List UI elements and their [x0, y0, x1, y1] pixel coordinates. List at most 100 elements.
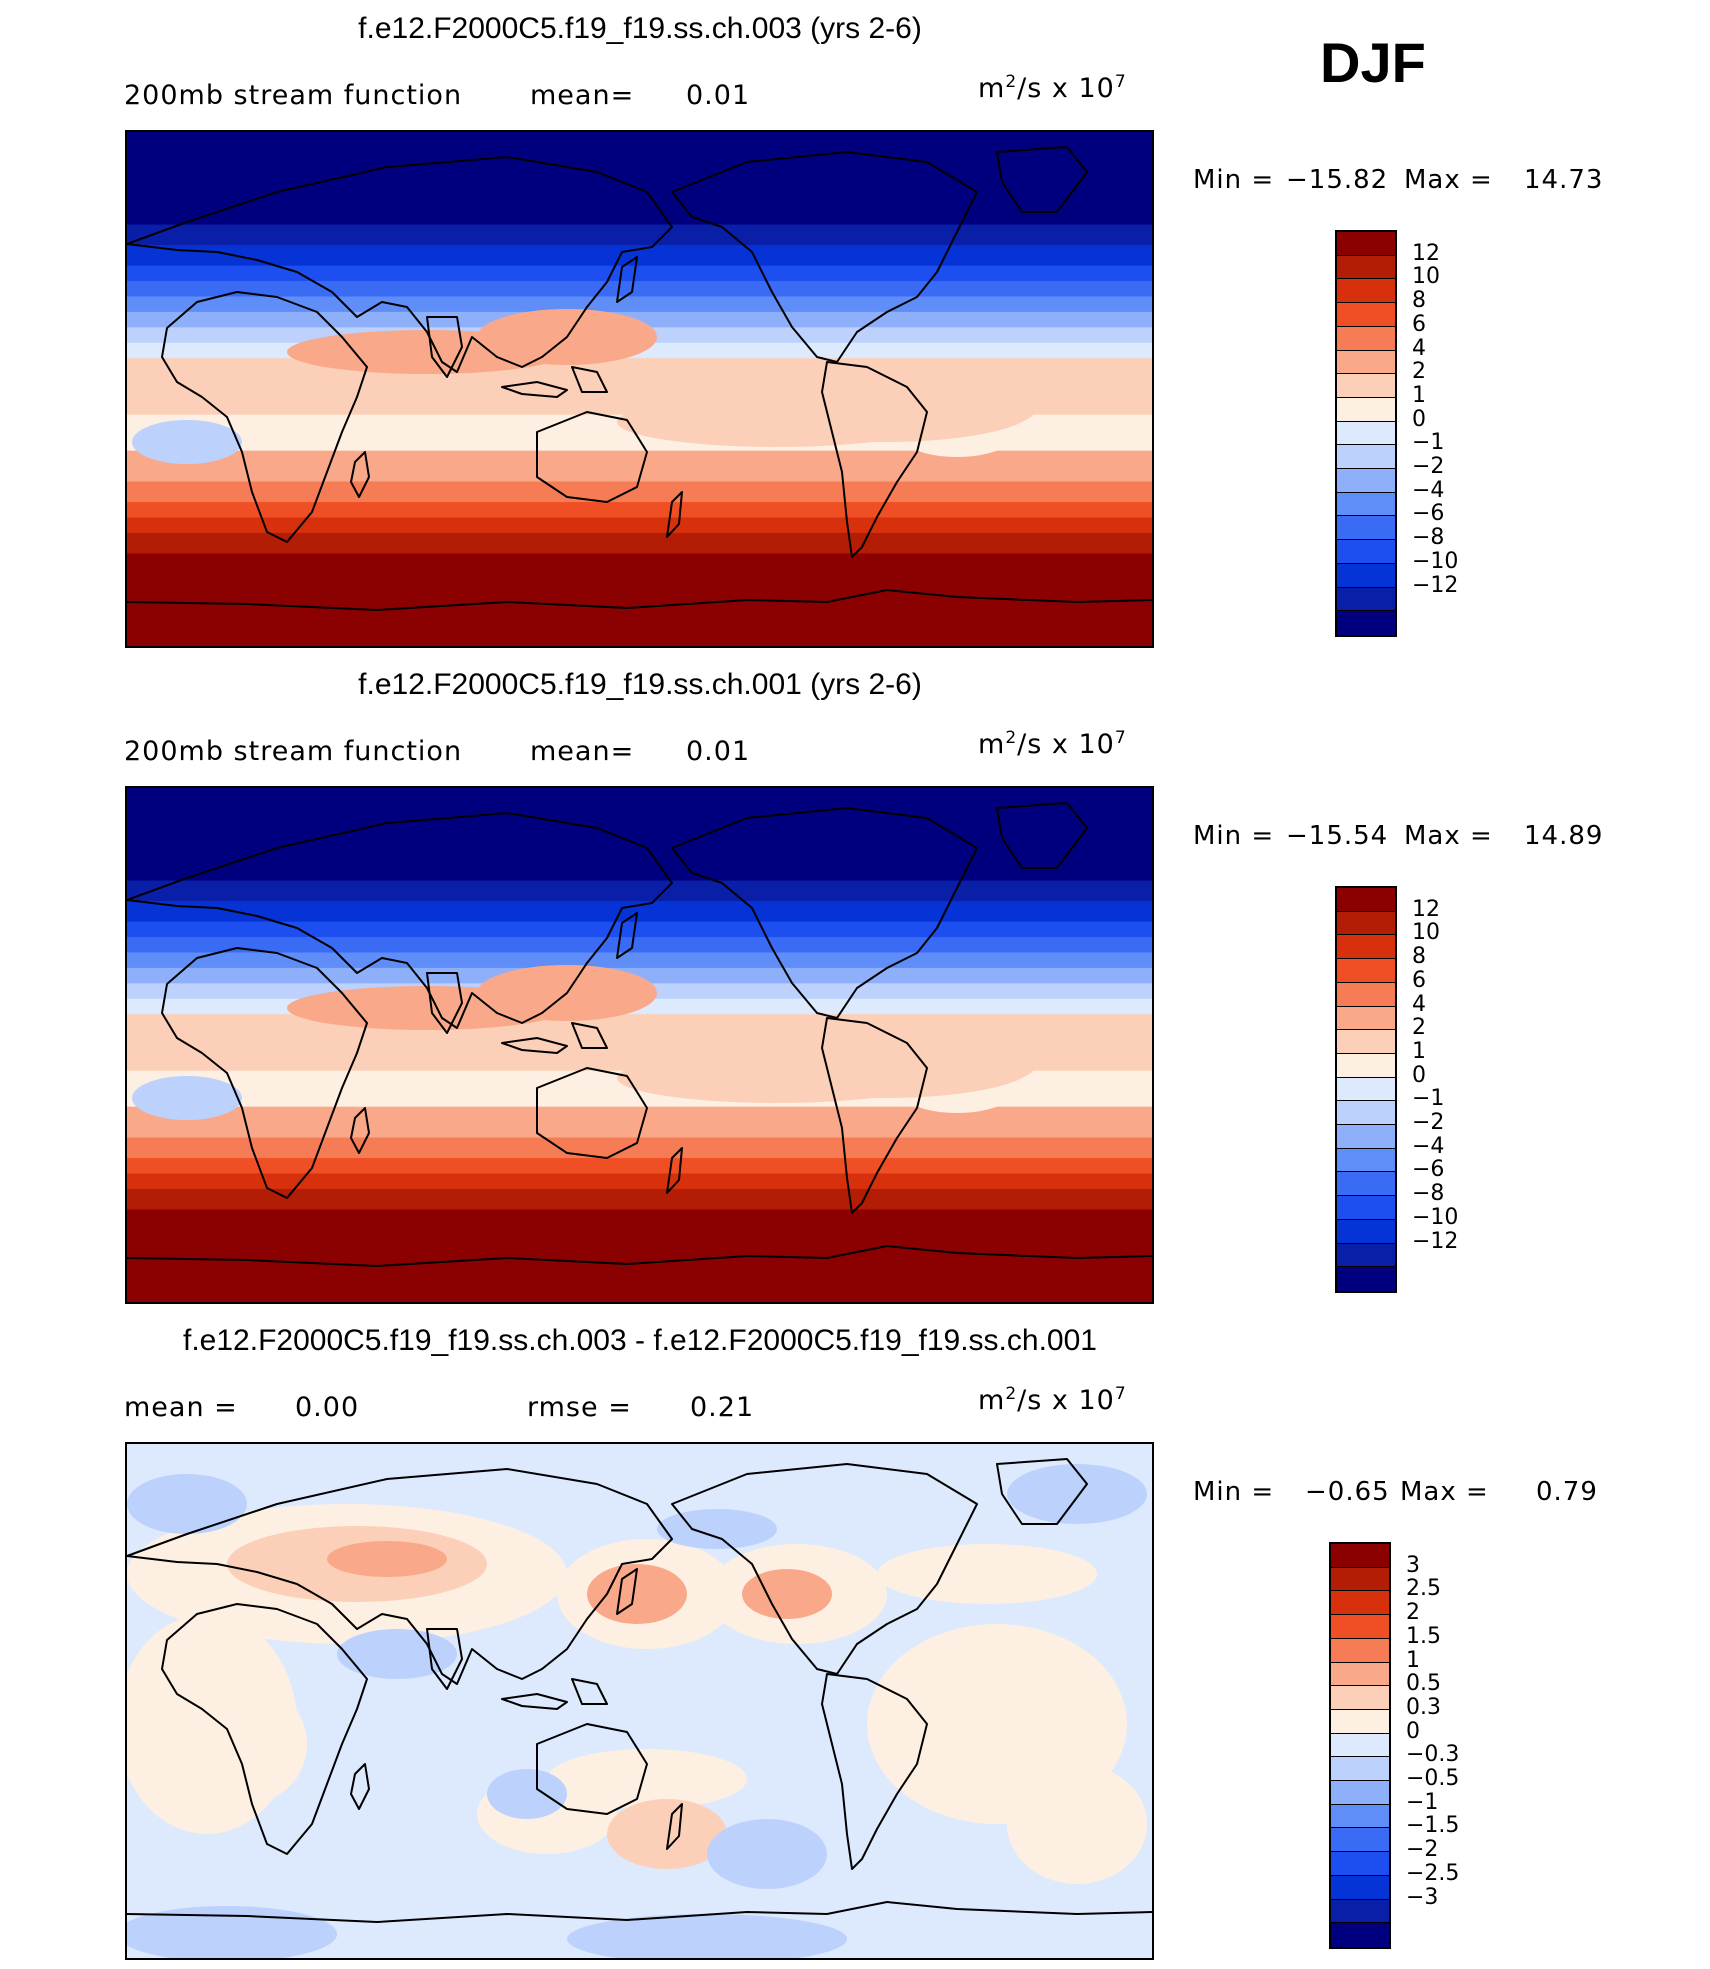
colorbar-swatch	[1337, 255, 1395, 280]
contour-blob	[617, 1053, 937, 1103]
colorbar-tick-label: 4	[1412, 991, 1426, 1017]
colorbar-swatch	[1337, 350, 1395, 375]
colorbar-tick-label: 1	[1406, 1647, 1420, 1673]
colorbar-swatch	[1337, 374, 1395, 398]
coastline-path	[501, 366, 608, 398]
colorbar-tick-label: −2	[1412, 1110, 1445, 1136]
coastline-path	[666, 1803, 683, 1850]
coastline-path	[666, 1147, 683, 1194]
contour-blob	[877, 1544, 1097, 1604]
coastline-path	[821, 361, 928, 558]
coastline-path	[821, 1673, 928, 1870]
contour-band	[127, 1209, 1152, 1302]
panel3-units: m2/s x 107	[978, 1384, 1127, 1416]
contour-blob	[187, 1684, 307, 1804]
coastline-path	[536, 1723, 648, 1815]
colorbar-tick-label: 0	[1412, 406, 1426, 432]
colorbar-tick-label: −10	[1412, 548, 1459, 574]
colorbar-swatch	[1331, 1591, 1389, 1616]
coastline-path	[616, 1568, 638, 1615]
colorbar-swatch	[1337, 1172, 1395, 1197]
colorbar-tick-label: 6	[1412, 967, 1426, 993]
panel3-max-label: Max =	[1400, 1477, 1489, 1507]
coastline-path	[501, 1678, 608, 1710]
colorbar-swatch	[1331, 1852, 1389, 1876]
panel2-mean-label: mean=	[530, 736, 635, 767]
colorbar-tick-label: −3	[1406, 1884, 1439, 1910]
colorbar-tick-label: −1	[1412, 1086, 1445, 1112]
colorbar-tick-label: 6	[1412, 311, 1426, 337]
coastline-path	[350, 1763, 370, 1810]
contour-blob	[607, 1799, 727, 1869]
coastline-path	[536, 1067, 648, 1159]
contour-band	[127, 901, 1152, 923]
colorbar-swatch	[1337, 611, 1395, 635]
coastline-path	[350, 1107, 370, 1154]
contour-band	[127, 952, 1152, 969]
colorbar-swatch	[1331, 1875, 1389, 1900]
colorbar-tick-label: 4	[1412, 335, 1426, 361]
colorbar-swatch	[1337, 540, 1395, 564]
colorbar-tick-label: −8	[1412, 525, 1445, 551]
colorbar-swatch	[1331, 1828, 1389, 1853]
colorbar-swatch	[1331, 1615, 1389, 1639]
panel1-map	[125, 130, 1154, 648]
colorbar-swatch	[1331, 1923, 1389, 1947]
colorbar-tick-label: −4	[1412, 477, 1445, 503]
colorbar-swatch	[1337, 959, 1395, 983]
colorbar-swatch	[1331, 1757, 1389, 1782]
coastline-path	[426, 316, 463, 378]
colorbar-swatch	[1337, 1125, 1395, 1149]
contour-blob	[742, 1569, 832, 1619]
panel1-min-value: −15.82	[1286, 165, 1389, 195]
colorbar-tick-label: 10	[1412, 264, 1440, 290]
colorbar-tick-label: −6	[1412, 501, 1445, 527]
panel2-field-name: 200mb stream function	[124, 736, 463, 767]
colorbar-swatch	[1337, 1196, 1395, 1220]
contour-band	[127, 1173, 1152, 1190]
contour-band	[127, 311, 1152, 329]
colorbar-swatch	[1331, 1899, 1389, 1924]
coastlines	[127, 1458, 1152, 1923]
panel2-mean-value: 0.01	[686, 736, 751, 767]
colorbar-swatch	[1337, 445, 1395, 470]
colorbar-tick-label: 2	[1412, 359, 1426, 385]
colorbar-swatch	[1337, 1243, 1395, 1268]
colorbar-swatch	[1337, 1030, 1395, 1054]
season-label: DJF	[1320, 31, 1426, 94]
contour-band	[127, 921, 1152, 939]
colorbar-swatch	[1337, 911, 1395, 936]
panel2-min-value: −15.54	[1286, 821, 1389, 851]
contour-band	[127, 502, 1152, 519]
colorbar-tick-label: −2.5	[1406, 1860, 1460, 1886]
contour-blob	[567, 1914, 847, 1958]
coastline-path	[616, 912, 638, 959]
contour-band	[127, 224, 1152, 247]
colorbar-swatch	[1331, 1733, 1389, 1758]
contour-band	[127, 788, 1152, 882]
panel1-mean-value: 0.01	[686, 80, 751, 111]
colorbar-swatch	[1337, 516, 1395, 541]
contour-blob	[132, 1076, 242, 1120]
colorbar-tick-label: 12	[1412, 896, 1440, 922]
colorbar-swatch	[1337, 935, 1395, 960]
colorbar-swatch	[1337, 1006, 1395, 1031]
colorbar-swatch	[1331, 1709, 1389, 1734]
contour-band	[127, 937, 1152, 954]
colorbar-tick-label: 3	[1406, 1552, 1420, 1578]
colorbar-tick-label: 8	[1412, 288, 1426, 314]
colorbar-tick-label: 12	[1412, 240, 1440, 266]
panel2-min-label: Min =	[1193, 821, 1275, 851]
colorbar-swatch	[1331, 1804, 1389, 1829]
contour-blob	[337, 1629, 457, 1679]
contour-blob	[1007, 1764, 1147, 1884]
coastline-path	[127, 156, 673, 373]
panel3-min-value: −0.65	[1305, 1477, 1390, 1507]
panel3-rmse-value: 0.21	[690, 1392, 755, 1423]
contour-blob	[127, 1474, 247, 1534]
colorbar-swatch	[1337, 303, 1395, 327]
contour-band	[127, 532, 1152, 555]
colorbar-swatch	[1331, 1781, 1389, 1805]
coastline-path	[821, 1017, 928, 1214]
contour-band	[127, 296, 1152, 313]
